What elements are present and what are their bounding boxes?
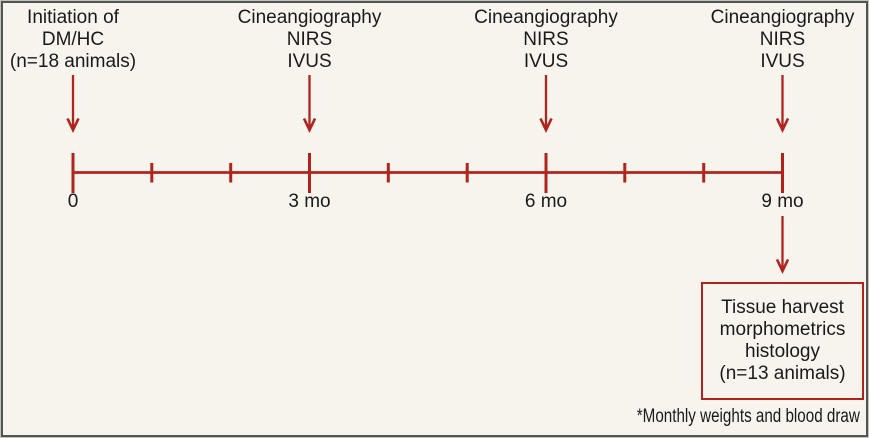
harvest-box-line: histology xyxy=(745,341,820,362)
event-label-line: IVUS xyxy=(760,51,805,72)
event-label-line: Cineangiography xyxy=(710,7,855,28)
event-label-line: Cineangiography xyxy=(474,7,618,28)
event-label-6mo: Cineangiography NIRS IVUS xyxy=(474,7,618,73)
arrow-down-9mo-icon xyxy=(775,75,790,134)
event-label-3mo: Cineangiography NIRS IVUS xyxy=(238,7,382,73)
harvest-box: Tissue harvest morphometrics histology (… xyxy=(701,282,864,400)
event-label-initiation: Initiation of DM/HC (n=18 animals) xyxy=(10,7,136,73)
event-label-line: Initiation of xyxy=(27,7,119,28)
event-label-line: DM/HC xyxy=(41,29,105,50)
event-label-line: Cineangiography xyxy=(237,7,382,28)
arrow-down-3mo-icon xyxy=(302,75,317,134)
event-label-line: NIRS xyxy=(759,29,806,50)
event-label-line: IVUS xyxy=(287,51,332,72)
arrow-down-6mo-icon xyxy=(539,75,553,134)
arrow-down-initiation-icon xyxy=(66,75,80,134)
event-label-line: NIRS xyxy=(286,29,333,50)
event-label-9mo: Cineangiography NIRS IVUS xyxy=(711,7,855,73)
arrow-down-harvest-icon xyxy=(775,216,790,275)
harvest-box-line: Tissue harvest xyxy=(721,297,844,318)
event-label-line: IVUS xyxy=(523,51,569,72)
harvest-box-line: morphometrics xyxy=(719,319,846,340)
footnote: *Monthly weights and blood draw xyxy=(636,406,860,427)
event-label-line: NIRS xyxy=(523,29,569,50)
harvest-box-line: (n=13 animals) xyxy=(719,363,846,384)
event-label-line: (n=18 animals) xyxy=(9,51,137,72)
tick-label-3mo: 3 mo xyxy=(288,191,331,212)
timeline-axis xyxy=(71,153,784,193)
tick-label-6mo: 6 mo xyxy=(524,191,568,212)
tick-label-0: 0 xyxy=(67,191,79,212)
tick-label-9mo: 9 mo xyxy=(761,191,804,212)
